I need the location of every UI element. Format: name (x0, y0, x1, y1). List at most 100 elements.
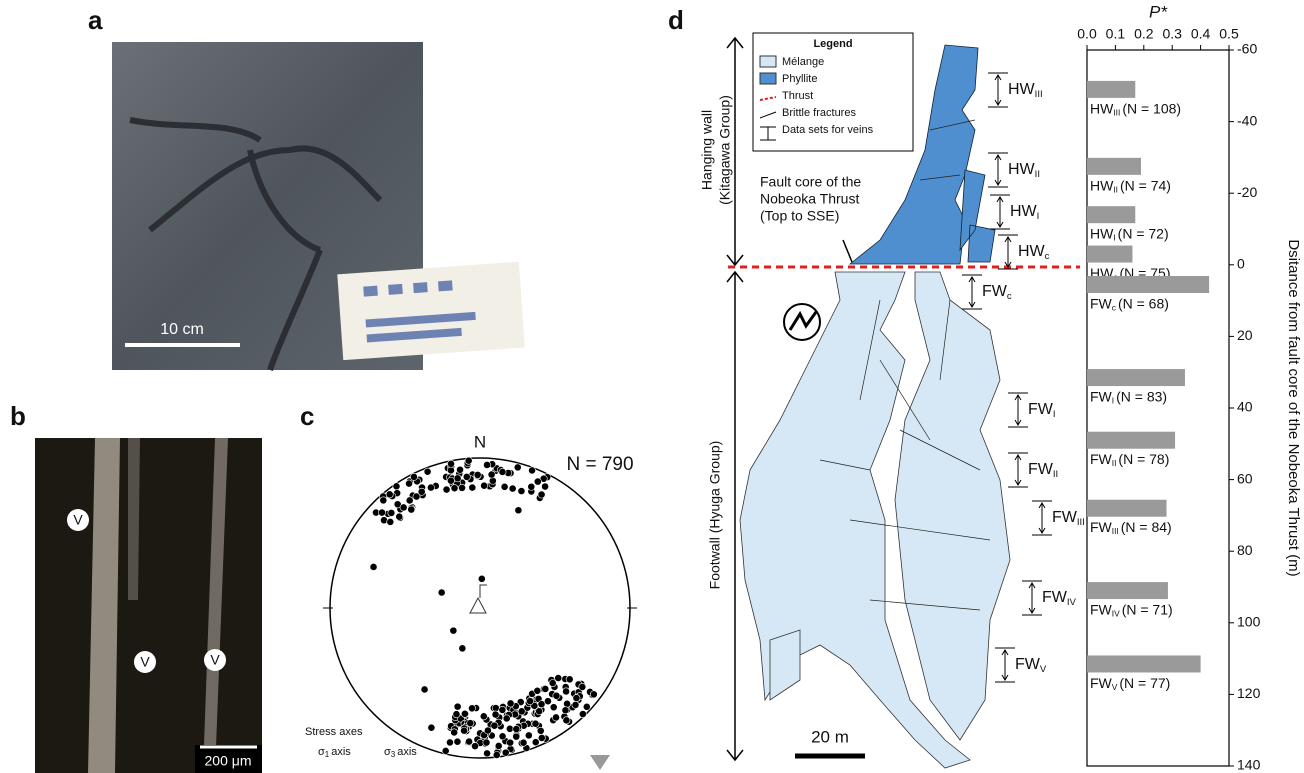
pole (515, 507, 522, 514)
pole (428, 724, 435, 731)
set-count: (N = 74) (1120, 177, 1171, 193)
pole (538, 734, 545, 741)
pole (563, 717, 570, 724)
pole (555, 674, 562, 681)
x-axis-title: P* (1149, 2, 1168, 21)
pole (461, 710, 468, 717)
pole (460, 727, 467, 734)
vein-bracket (1022, 581, 1042, 615)
y-tick-label: 60 (1237, 470, 1253, 486)
set-subscript: I (1113, 233, 1115, 243)
set-count: (N = 68) (1118, 295, 1169, 311)
vein-bracket (1008, 453, 1028, 487)
pole (506, 725, 513, 732)
pole (458, 484, 465, 491)
set-name: HW (1090, 100, 1114, 116)
pole (483, 750, 490, 757)
pole (481, 482, 488, 489)
label: axis (397, 746, 417, 758)
pole (503, 715, 510, 722)
pole (427, 484, 434, 491)
set-label: HWII(N = 74) (1090, 177, 1171, 195)
set-name: HW (1008, 161, 1036, 178)
set-label: FWIV(N = 71) (1090, 601, 1173, 619)
set-subscript: I (1053, 409, 1056, 420)
pole (538, 701, 545, 708)
pole (562, 688, 569, 695)
set-label: FWIII(N = 84) (1090, 519, 1172, 537)
vein-bracket (988, 153, 1008, 187)
legend-sigma3: σ3axis (384, 746, 417, 759)
pole (454, 703, 461, 710)
y-tick-label: -60 (1237, 41, 1257, 57)
north: N (474, 432, 486, 451)
legend-item: Data sets for veins (782, 124, 874, 136)
set-name: FW (1090, 295, 1113, 311)
pole (447, 477, 454, 484)
y-tick-label: 20 (1237, 327, 1253, 343)
fault-core-label: Fault core of the (760, 174, 861, 190)
pole (467, 720, 474, 727)
pole (405, 480, 412, 487)
set-subscript: IV (1067, 597, 1077, 608)
pole (514, 464, 521, 471)
pole (518, 487, 525, 494)
pole (469, 484, 476, 491)
set-label: FWI(N = 83) (1090, 388, 1167, 406)
set-label: HWc (1018, 243, 1050, 261)
y-tick-label: -20 (1237, 184, 1257, 200)
set-count: (N = 77) (1119, 675, 1170, 691)
pole (492, 704, 499, 711)
footwall-label: Footwall (Hyuga Group) (707, 441, 723, 590)
panel-label: c (300, 401, 314, 431)
pole (526, 698, 533, 705)
count: N = 790 (566, 454, 633, 475)
pole (447, 467, 454, 474)
pole (536, 708, 543, 715)
x-tick-label: 0.0 (1077, 26, 1097, 42)
vein-marker-label: V (140, 654, 150, 670)
set-label: FWI (1028, 401, 1056, 419)
pole (408, 506, 415, 513)
x-tick-label: 0.5 (1219, 26, 1239, 42)
set-subscript: IV (1112, 609, 1120, 619)
pole (572, 701, 579, 708)
pole (454, 475, 461, 482)
set-subscript: III (1035, 89, 1043, 100)
vein-bracket (988, 73, 1008, 107)
sigma1-symbol (470, 585, 487, 613)
legend-sigma1: σ1axis (318, 746, 351, 759)
pole (492, 711, 499, 718)
melange (770, 630, 800, 700)
set-subscript: V (1112, 682, 1118, 692)
set-name: FW (1090, 675, 1113, 691)
set-subscript: c (1007, 291, 1012, 302)
set-subscript: c (1045, 251, 1050, 262)
bar (1087, 655, 1201, 672)
vein-bracket (1032, 501, 1052, 535)
set-subscript: III (1112, 526, 1119, 536)
set-label: HWII (1008, 161, 1040, 179)
set-name: FW (1090, 519, 1113, 535)
pole (474, 471, 481, 478)
pole (499, 733, 506, 740)
pole (488, 471, 495, 478)
pole (480, 713, 487, 720)
pole (465, 738, 472, 745)
pole (438, 589, 445, 596)
pole (573, 694, 580, 701)
pole (454, 738, 461, 745)
pole (446, 739, 453, 746)
set-count: (N = 83) (1116, 388, 1167, 404)
pole (534, 478, 541, 485)
pole (468, 705, 475, 712)
set-label: HWI(N = 72) (1090, 225, 1169, 243)
pole (465, 457, 472, 464)
y-tick-label: 80 (1237, 542, 1253, 558)
pole (509, 485, 516, 492)
pole (451, 729, 458, 736)
pole (538, 491, 545, 498)
pole (541, 483, 548, 490)
set-label: FWII (1028, 461, 1058, 479)
pole (579, 683, 586, 690)
